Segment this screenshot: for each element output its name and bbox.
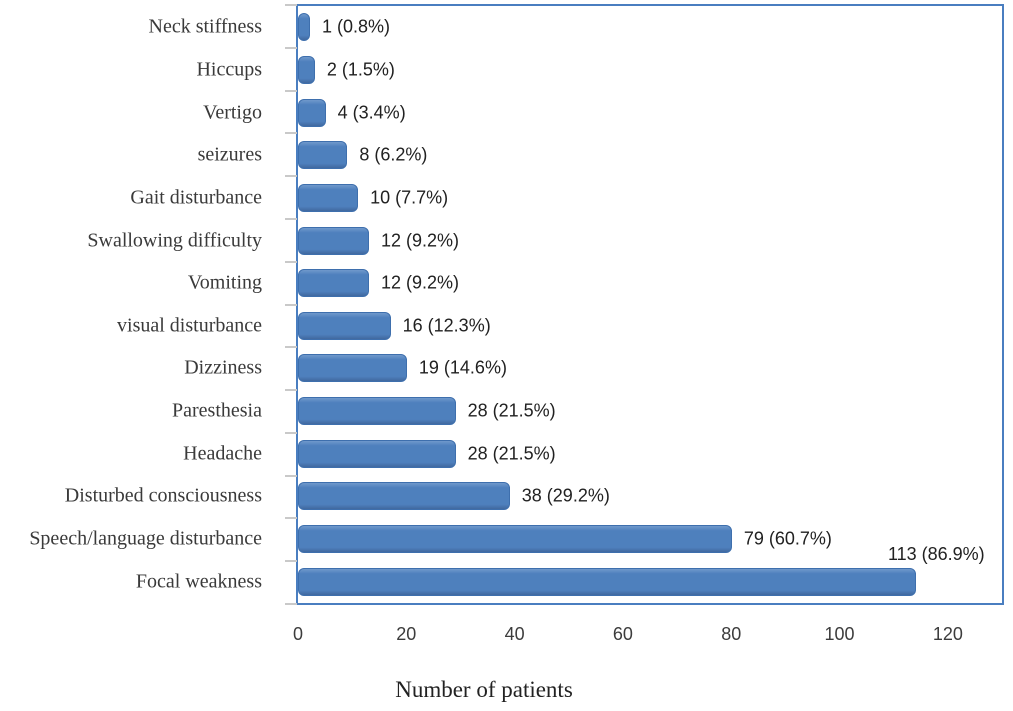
category-axis-tick xyxy=(285,517,297,520)
x-axis-tick-label: 20 xyxy=(396,624,417,644)
category-label: Hiccups xyxy=(196,58,262,81)
category-label: Neck stiffness xyxy=(148,15,263,38)
bar-value-label: 113 (86.9%) xyxy=(887,543,985,564)
bar-value-label: 16 (12.3%) xyxy=(402,315,491,336)
x-axis-tick-label: 0 xyxy=(292,624,304,644)
bar-value-label: 38 (29.2%) xyxy=(521,485,610,506)
category-axis-tick xyxy=(285,560,297,563)
category-label: seizures xyxy=(197,143,262,166)
bar xyxy=(298,55,315,84)
x-axis-tick-label: 120 xyxy=(932,624,963,644)
category-label: Vertigo xyxy=(203,101,262,124)
bar-value-label: 12 (9.2%) xyxy=(380,272,460,293)
bar-value-label: 12 (9.2%) xyxy=(380,230,460,251)
category-label: Focal weakness xyxy=(135,570,262,593)
category-axis-tick xyxy=(285,46,297,49)
category-label: visual disturbance xyxy=(117,314,262,337)
bar-value-label: 79 (60.7%) xyxy=(743,528,832,549)
category-axis-tick xyxy=(285,132,297,135)
category-axis-tick xyxy=(285,260,297,263)
category-axis-tick xyxy=(285,603,297,605)
category-axis-tick xyxy=(285,474,297,477)
category-label: Swallowing difficulty xyxy=(87,229,262,252)
bar xyxy=(298,311,391,340)
category-axis-tick xyxy=(285,346,297,349)
bar-value-label: 28 (21.5%) xyxy=(467,443,556,464)
x-axis-tick-label: 40 xyxy=(504,624,525,644)
category-label: Dizziness xyxy=(184,356,262,379)
category-label: Paresthesia xyxy=(172,399,262,422)
bar-value-label: 28 (21.5%) xyxy=(467,400,556,421)
bar xyxy=(298,397,456,426)
bar-value-label: 4 (3.4%) xyxy=(337,102,406,123)
category-axis-tick xyxy=(285,431,297,434)
bar xyxy=(298,354,407,383)
bar xyxy=(298,439,456,468)
category-label: Gait disturbance xyxy=(130,186,262,209)
category-label: Speech/language disturbance xyxy=(29,527,262,550)
bar-value-label: 19 (14.6%) xyxy=(418,357,507,378)
bar xyxy=(298,183,359,212)
bar xyxy=(298,226,369,255)
x-axis-tick-label: 100 xyxy=(824,624,855,644)
bar xyxy=(298,98,326,127)
category-axis-tick xyxy=(285,389,297,392)
bar xyxy=(298,13,310,42)
category-axis-tick xyxy=(285,89,297,92)
bar xyxy=(298,141,348,170)
bar xyxy=(298,482,510,511)
category-axis-tick xyxy=(285,175,297,178)
x-axis-tick-label: 60 xyxy=(612,624,633,644)
bar xyxy=(298,567,916,596)
category-label: Headache xyxy=(183,442,262,465)
bar-value-label: 2 (1.5%) xyxy=(326,59,395,80)
bar-value-label: 8 (6.2%) xyxy=(359,144,428,165)
bar-value-label: 1 (0.8%) xyxy=(322,16,391,37)
x-axis-title: Number of patients xyxy=(395,677,573,702)
category-axis-tick xyxy=(285,303,297,306)
category-axis-tick xyxy=(285,217,297,220)
category-label: Disturbed consciousness xyxy=(64,484,262,507)
bar-value-label: 10 (7.7%) xyxy=(370,187,449,208)
category-label: Vomiting xyxy=(187,271,262,294)
x-axis-tick-label: 80 xyxy=(721,624,742,644)
category-axis-tick xyxy=(285,4,297,6)
plot-area: 1 (0.8%) 2 (1.5%) 4 (3.4%) 8 (6.2%) 10 (7.7%… xyxy=(296,4,1004,605)
bar xyxy=(298,269,369,298)
bar xyxy=(298,525,732,554)
